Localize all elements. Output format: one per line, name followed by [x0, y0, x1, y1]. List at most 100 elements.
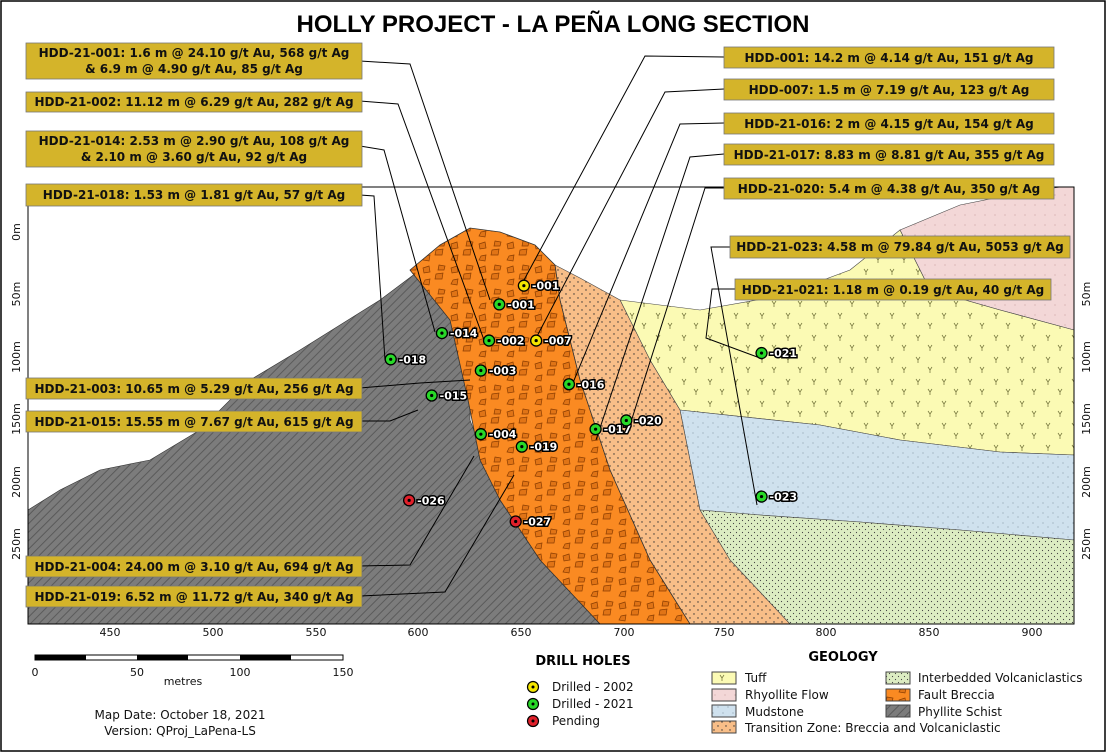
drill-hole-marker: -016 — [562, 377, 606, 393]
depth-tick-100-right: 100m — [1080, 341, 1093, 373]
drill-holes: -001-001-002 -007-014-018-003-015-016-017… — [384, 278, 799, 530]
intercept-hdd-21-001: HDD-21-001: 1.6 m @ 24.10 g/t Au, 568 g/… — [25, 42, 363, 80]
map-version: Version: QProj_LaPena-LS — [104, 724, 256, 738]
drill-hole-marker: -007 — [530, 333, 573, 349]
svg-text:HDD-21-014: 2.53 m @ 2.90 g/t: HDD-21-014: 2.53 m @ 2.90 g/t Au, 108 g/… — [39, 134, 350, 148]
easting-tick-700: 700 — [614, 626, 635, 639]
scale-bar: 0 50 100 150 metres — [32, 654, 354, 688]
legend-phyllite: Phyllite Schist — [918, 705, 1002, 719]
intercept-hdd-21-002: HDD-21-002: 11.12 m @ 6.29 g/t Au, 282 g… — [25, 91, 363, 113]
drill-hole-center — [479, 368, 483, 373]
drill-hole-center — [440, 331, 444, 335]
drill-hole-marker: -003 — [474, 363, 518, 379]
svg-text:HDD-21-002: 11.12 m @ 6.29 g/t: HDD-21-002: 11.12 m @ 6.29 g/t Au, 282 g… — [34, 95, 353, 109]
map-date: Map Date: October 18, 2021 — [95, 708, 266, 722]
leader-line — [569, 122, 725, 391]
svg-text:HDD-21-001: 1.6 m @ 24.10 g/t: HDD-21-001: 1.6 m @ 24.10 g/t Au, 568 g/… — [39, 46, 350, 60]
depth-tick-50-right: 50m — [1080, 282, 1093, 307]
leader-line — [629, 187, 724, 426]
geology-section — [28, 187, 1074, 624]
drill-legend-title: DRILL HOLES — [535, 654, 630, 669]
drill-hole-legend: DRILL HOLES Drilled - 2002 Drilled - 202… — [526, 654, 634, 728]
drill-hole-label: -002 — [497, 335, 525, 348]
leader-line — [359, 194, 386, 361]
leader-line — [359, 455, 475, 567]
drill-hole-label: -001 — [532, 280, 560, 293]
svg-text:HDD-21-017: 8.83 m @ 8.81 g/t: HDD-21-017: 8.83 m @ 8.81 g/t Au, 355 g/… — [734, 148, 1045, 162]
drill-hole-label: -020 — [634, 414, 662, 427]
drill-hole-center — [624, 418, 628, 423]
depth-tick-250: 250m — [10, 528, 23, 560]
svg-text:HDD-21-015: 15.55 m @ 7.67 g/t: HDD-21-015: 15.55 m @ 7.67 g/t Au, 615 g… — [34, 415, 353, 429]
intercept-hdd-21-014: HDD-21-014: 2.53 m @ 2.90 g/t Au, 108 g/… — [25, 130, 363, 168]
swatch-transition — [711, 720, 737, 734]
drill-hole-center — [520, 445, 524, 449]
drill-hole-marker: -023 — [755, 489, 799, 505]
drill-hole-label: -001 — [507, 298, 535, 311]
drill-hole-label: -018 — [399, 353, 427, 366]
drill-legend-pending: Pending — [552, 714, 600, 728]
leader-lines — [359, 55, 761, 597]
drill-hole-marker: -026 — [402, 493, 447, 509]
scale-tick-100: 100 — [230, 666, 251, 679]
intercept-hdd-21-019: HDD-21-019: 6.52 m @ 11.72 g/t Au, 340 g… — [25, 585, 363, 608]
legend-tuff: Tuff — [744, 671, 767, 685]
drill-hole-center — [407, 498, 411, 502]
drill-hole-center — [479, 432, 483, 436]
scale-tick-0: 0 — [32, 666, 39, 679]
drill-hole-marker: -020 — [620, 413, 664, 429]
drill-hole-marker: -015 — [425, 388, 469, 404]
intercept-hdd-21-015: HDD-21-015: 15.55 m @ 7.67 g/t Au, 615 g… — [25, 410, 363, 433]
depth-tick-200-right: 200m — [1080, 466, 1093, 498]
drill-hole-marker: -001 — [517, 278, 561, 294]
intercept-labels: HDD-21-001: 1.6 m @ 24.10 g/t Au, 568 g/… — [25, 42, 1071, 608]
svg-text:HDD-21-018: 1.53 m @ 1.81 g/t: HDD-21-018: 1.53 m @ 1.81 g/t Au, 57 g/t… — [43, 188, 345, 202]
easting-tick-450: 450 — [100, 626, 121, 639]
drill-hole-marker: -021 — [755, 346, 799, 362]
swatch-phyllite — [885, 704, 911, 718]
depth-tick-150: 150m — [10, 403, 23, 435]
intercept-hdd-21-016: HDD-21-016: 2 m @ 4.15 g/t Au, 154 g/t A… — [723, 112, 1055, 135]
leader-line — [360, 409, 419, 422]
depth-tick-200: 200m — [10, 466, 23, 498]
svg-text:HDD-21-020: 5.4 m @ 4.38 g/t A: HDD-21-020: 5.4 m @ 4.38 g/t Au, 350 g/t… — [738, 182, 1040, 196]
drill-hole-center — [514, 519, 518, 524]
depth-tick-50: 50m — [10, 282, 23, 307]
intercept-hdd-21-004: HDD-21-004: 24.00 m @ 3.10 g/t Au, 694 g… — [25, 555, 363, 578]
drill-hole-label: -014 — [450, 327, 478, 340]
depth-axis-left: 0m 50m 100m 150m 200m 250m — [10, 223, 23, 560]
depth-tick-150-right: 150m — [1080, 403, 1093, 435]
drill-hole-marker: -004 — [474, 427, 518, 443]
intercept-hdd-21-003: HDD-21-003: 10.65 m @ 5.29 g/t Au, 256 g… — [25, 377, 363, 400]
svg-text:HDD-007: 1.5 m @ 7.19 g/t Au,: HDD-007: 1.5 m @ 7.19 g/t Au, 123 g/t Ag — [749, 83, 1030, 97]
easting-tick-750: 750 — [714, 626, 735, 639]
drill-hole-center — [430, 393, 434, 398]
svg-text:HDD-21-003: 10.65 m @ 5.29 g/t: HDD-21-003: 10.65 m @ 5.29 g/t Au, 256 g… — [34, 382, 353, 396]
drill-hole-marker: -019 — [515, 439, 559, 455]
map-title: HOLLY PROJECT - LA PEÑA LONG SECTION — [297, 10, 810, 38]
easting-tick-900: 900 — [1022, 626, 1043, 639]
intercept-hdd-007: HDD-007: 1.5 m @ 7.19 g/t Au, 123 g/t Ag — [723, 78, 1055, 101]
drill-hole-label: -003 — [489, 365, 517, 378]
drill-hole-center — [759, 494, 764, 499]
drill-hole-marker: -014 — [435, 326, 479, 342]
easting-tick-550: 550 — [306, 626, 327, 639]
drill-legend-2021: Drilled - 2021 — [552, 697, 634, 711]
drill-hole-label: -007 — [544, 335, 572, 348]
drill-hole-label: -021 — [770, 347, 798, 360]
scale-unit: metres — [164, 675, 203, 688]
svg-text:HDD-001: 14.2 m @ 4.14 g/t Au,: HDD-001: 14.2 m @ 4.14 g/t Au, 151 g/t A… — [744, 51, 1033, 65]
map-neatline — [27, 186, 1075, 625]
leader-line — [359, 474, 515, 597]
intercept-hdd-21-018: HDD-21-018: 1.53 m @ 1.81 g/t Au, 57 g/t… — [25, 183, 363, 207]
easting-tick-850: 850 — [919, 626, 940, 639]
drill-hole-center — [487, 338, 491, 343]
swatch-rhyolite — [711, 688, 737, 702]
intercept-hdd-21-020: HDD-21-020: 5.4 m @ 4.38 g/t Au, 350 g/t… — [723, 177, 1055, 200]
drill-hole-marker: -027 — [509, 514, 553, 530]
easting-tick-650: 650 — [511, 626, 532, 639]
svg-text:HDD-21-019: 6.52 m @ 11.72 g/t: HDD-21-019: 6.52 m @ 11.72 g/t Au, 340 g… — [34, 590, 353, 604]
intercept-hdd-001: HDD-001: 14.2 m @ 4.14 g/t Au, 151 g/t A… — [723, 46, 1055, 69]
